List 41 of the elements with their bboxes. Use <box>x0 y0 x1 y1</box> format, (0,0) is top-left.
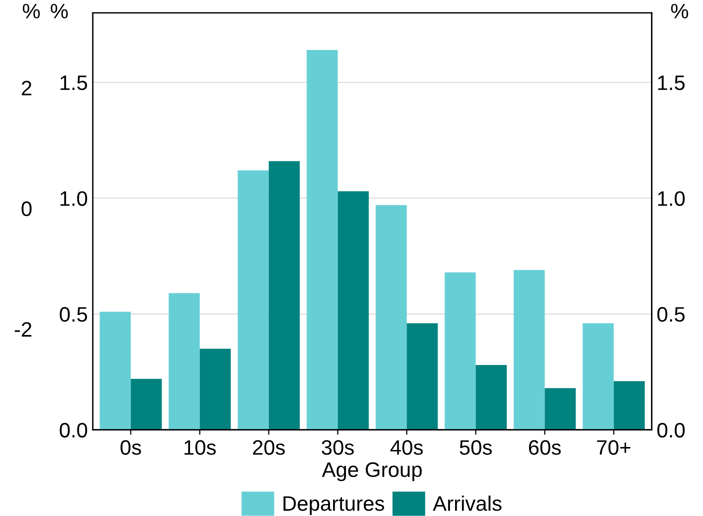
y3-tick-label: 0 <box>22 201 32 216</box>
y-tick-label: 1.0 <box>60 191 88 206</box>
y-tick-label: 1.5 <box>60 76 88 90</box>
bar <box>514 270 545 430</box>
y2-tick-label: 0.5 <box>657 307 685 322</box>
bar <box>168 293 200 430</box>
y-tick-label: 0.5 <box>60 307 88 322</box>
bar <box>338 191 369 430</box>
bar <box>238 170 269 430</box>
legend-label: Arrivals <box>432 496 502 511</box>
x-tick-label: 10s <box>184 440 216 455</box>
legend-label: Departures <box>284 496 384 516</box>
x-tick-label: 70+ <box>597 440 630 455</box>
bar <box>476 364 507 430</box>
x-tick-label: 0s <box>120 440 141 455</box>
bar <box>268 161 300 430</box>
bar <box>200 348 231 430</box>
bar <box>306 50 338 430</box>
y3-tick-label: 2 <box>22 80 32 96</box>
y3-axis-title: % <box>22 4 40 18</box>
bar <box>582 323 614 430</box>
x-tick-label: 30s <box>322 440 354 455</box>
y2-tick-label: 1.0 <box>658 191 685 206</box>
y-tick-label: 0.0 <box>60 422 88 438</box>
x-tick-label: 20s <box>252 440 285 455</box>
bar <box>614 381 645 430</box>
y2-tick-label: 0.0 <box>657 422 685 438</box>
bar <box>100 312 131 430</box>
x-axis-title: Age Group <box>322 462 422 482</box>
bar <box>544 388 576 430</box>
y-axis-title: % <box>50 4 68 18</box>
x-tick-label: 40s <box>390 440 423 455</box>
x-tick-label: 50s <box>460 440 492 455</box>
bar <box>406 323 438 430</box>
bar <box>130 378 162 430</box>
bar <box>444 272 476 430</box>
y2-tick-label: 1.5 <box>658 76 685 90</box>
y3-tick-label: -2 <box>14 322 32 337</box>
y2-axis-title: % <box>671 4 688 18</box>
bar <box>376 205 407 430</box>
x-tick-label: 60s <box>529 440 561 455</box>
